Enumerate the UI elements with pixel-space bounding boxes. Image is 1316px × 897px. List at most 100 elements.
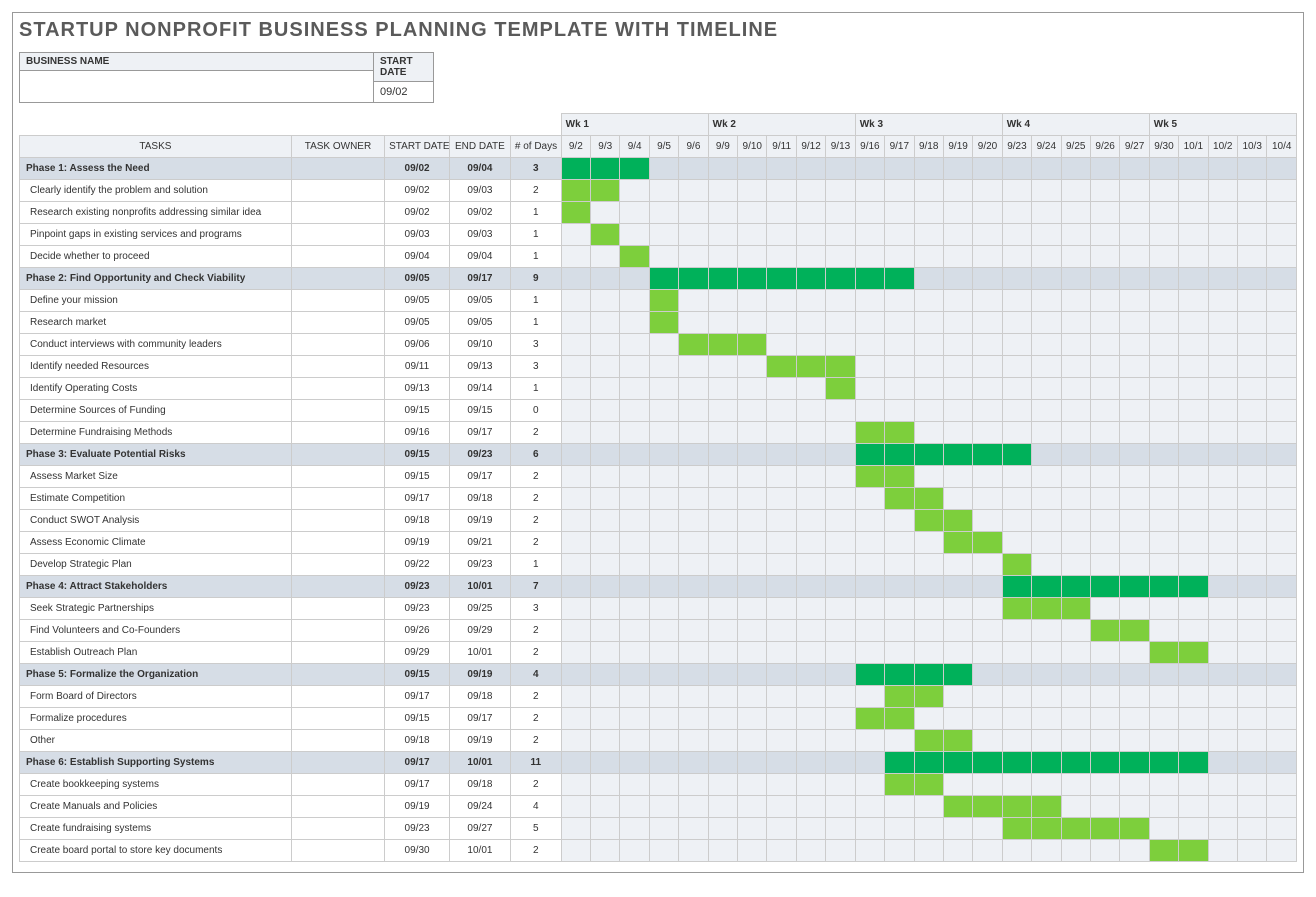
task-start[interactable]: 09/05: [385, 290, 450, 312]
task-end[interactable]: 09/13: [450, 356, 511, 378]
task-end[interactable]: 09/04: [450, 158, 511, 180]
task-owner[interactable]: [291, 268, 384, 290]
task-owner[interactable]: [291, 466, 384, 488]
task-start[interactable]: 09/03: [385, 224, 450, 246]
task-owner[interactable]: [291, 840, 384, 862]
task-days[interactable]: 3: [510, 158, 561, 180]
task-name[interactable]: Create bookkeeping systems: [20, 774, 292, 796]
task-start[interactable]: 09/17: [385, 686, 450, 708]
task-name[interactable]: Phase 4: Attract Stakeholders: [20, 576, 292, 598]
task-start[interactable]: 09/29: [385, 642, 450, 664]
task-start[interactable]: 09/18: [385, 730, 450, 752]
task-days[interactable]: 5: [510, 818, 561, 840]
task-owner[interactable]: [291, 312, 384, 334]
task-end[interactable]: 09/25: [450, 598, 511, 620]
task-start[interactable]: 09/02: [385, 180, 450, 202]
task-name[interactable]: Establish Outreach Plan: [20, 642, 292, 664]
task-days[interactable]: 1: [510, 246, 561, 268]
task-end[interactable]: 09/19: [450, 664, 511, 686]
task-start[interactable]: 09/06: [385, 334, 450, 356]
task-owner[interactable]: [291, 664, 384, 686]
task-owner[interactable]: [291, 378, 384, 400]
task-days[interactable]: 2: [510, 488, 561, 510]
task-start[interactable]: 09/17: [385, 752, 450, 774]
task-days[interactable]: 2: [510, 840, 561, 862]
task-days[interactable]: 2: [510, 708, 561, 730]
task-start[interactable]: 09/11: [385, 356, 450, 378]
task-owner[interactable]: [291, 532, 384, 554]
task-end[interactable]: 09/15: [450, 400, 511, 422]
task-name[interactable]: Conduct interviews with community leader…: [20, 334, 292, 356]
task-start[interactable]: 09/02: [385, 202, 450, 224]
task-days[interactable]: 2: [510, 774, 561, 796]
task-start[interactable]: 09/16: [385, 422, 450, 444]
task-name[interactable]: Phase 6: Establish Supporting Systems: [20, 752, 292, 774]
task-end[interactable]: 09/17: [450, 708, 511, 730]
task-start[interactable]: 09/23: [385, 598, 450, 620]
task-name[interactable]: Estimate Competition: [20, 488, 292, 510]
task-start[interactable]: 09/26: [385, 620, 450, 642]
task-end[interactable]: 10/01: [450, 642, 511, 664]
task-days[interactable]: 1: [510, 312, 561, 334]
task-days[interactable]: 2: [510, 642, 561, 664]
task-days[interactable]: 1: [510, 290, 561, 312]
task-end[interactable]: 09/19: [450, 510, 511, 532]
task-name[interactable]: Assess Economic Climate: [20, 532, 292, 554]
task-name[interactable]: Identify Operating Costs: [20, 378, 292, 400]
task-name[interactable]: Phase 2: Find Opportunity and Check Viab…: [20, 268, 292, 290]
task-name[interactable]: Formalize procedures: [20, 708, 292, 730]
task-days[interactable]: 4: [510, 796, 561, 818]
task-start[interactable]: 09/15: [385, 400, 450, 422]
task-owner[interactable]: [291, 686, 384, 708]
task-days[interactable]: 2: [510, 686, 561, 708]
task-name[interactable]: Develop Strategic Plan: [20, 554, 292, 576]
task-owner[interactable]: [291, 752, 384, 774]
task-owner[interactable]: [291, 642, 384, 664]
task-end[interactable]: 09/18: [450, 488, 511, 510]
task-owner[interactable]: [291, 202, 384, 224]
task-start[interactable]: 09/30: [385, 840, 450, 862]
task-start[interactable]: 09/17: [385, 488, 450, 510]
task-end[interactable]: 09/19: [450, 730, 511, 752]
task-end[interactable]: 09/10: [450, 334, 511, 356]
task-end[interactable]: 09/03: [450, 224, 511, 246]
task-owner[interactable]: [291, 224, 384, 246]
task-start[interactable]: 09/23: [385, 818, 450, 840]
task-name[interactable]: Seek Strategic Partnerships: [20, 598, 292, 620]
task-name[interactable]: Other: [20, 730, 292, 752]
task-owner[interactable]: [291, 356, 384, 378]
task-name[interactable]: Form Board of Directors: [20, 686, 292, 708]
task-name[interactable]: Create fundraising systems: [20, 818, 292, 840]
task-name[interactable]: Create board portal to store key documen…: [20, 840, 292, 862]
task-end[interactable]: 09/03: [450, 180, 511, 202]
task-owner[interactable]: [291, 576, 384, 598]
task-name[interactable]: Phase 1: Assess the Need: [20, 158, 292, 180]
task-days[interactable]: 6: [510, 444, 561, 466]
task-days[interactable]: 11: [510, 752, 561, 774]
task-start[interactable]: 09/05: [385, 268, 450, 290]
task-name[interactable]: Conduct SWOT Analysis: [20, 510, 292, 532]
task-owner[interactable]: [291, 334, 384, 356]
task-owner[interactable]: [291, 400, 384, 422]
task-start[interactable]: 09/19: [385, 796, 450, 818]
task-owner[interactable]: [291, 708, 384, 730]
task-end[interactable]: 09/05: [450, 312, 511, 334]
task-start[interactable]: 09/02: [385, 158, 450, 180]
task-owner[interactable]: [291, 598, 384, 620]
task-owner[interactable]: [291, 180, 384, 202]
task-name[interactable]: Phase 5: Formalize the Organization: [20, 664, 292, 686]
task-owner[interactable]: [291, 488, 384, 510]
task-end[interactable]: 09/27: [450, 818, 511, 840]
task-start[interactable]: 09/15: [385, 664, 450, 686]
task-start[interactable]: 09/05: [385, 312, 450, 334]
task-days[interactable]: 3: [510, 598, 561, 620]
task-name[interactable]: Research market: [20, 312, 292, 334]
task-days[interactable]: 2: [510, 730, 561, 752]
task-owner[interactable]: [291, 290, 384, 312]
task-start[interactable]: 09/04: [385, 246, 450, 268]
task-days[interactable]: 2: [510, 510, 561, 532]
task-days[interactable]: 7: [510, 576, 561, 598]
task-start[interactable]: 09/15: [385, 466, 450, 488]
task-name[interactable]: Clearly identify the problem and solutio…: [20, 180, 292, 202]
task-name[interactable]: Find Volunteers and Co-Founders: [20, 620, 292, 642]
